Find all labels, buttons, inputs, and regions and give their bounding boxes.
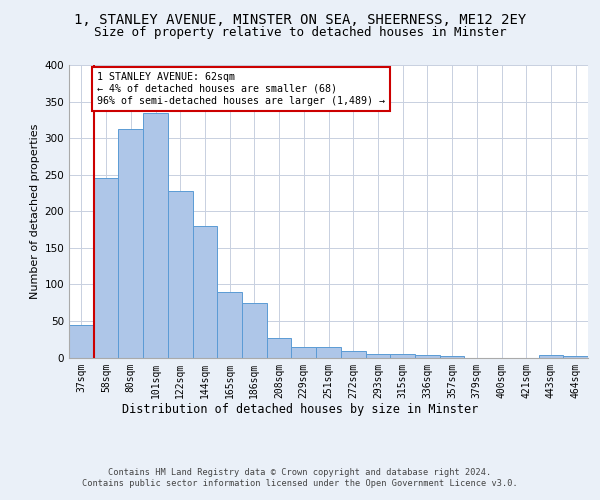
- Y-axis label: Number of detached properties: Number of detached properties: [30, 124, 40, 299]
- Text: 1, STANLEY AVENUE, MINSTER ON SEA, SHEERNESS, ME12 2EY: 1, STANLEY AVENUE, MINSTER ON SEA, SHEER…: [74, 12, 526, 26]
- Bar: [242, 304, 267, 358]
- Bar: [94, 178, 118, 358]
- Text: Contains HM Land Registry data © Crown copyright and database right 2024.
Contai: Contains HM Land Registry data © Crown c…: [82, 468, 518, 487]
- Bar: [365, 354, 390, 358]
- Bar: [69, 326, 94, 358]
- Text: 1 STANLEY AVENUE: 62sqm
← 4% of detached houses are smaller (68)
96% of semi-det: 1 STANLEY AVENUE: 62sqm ← 4% of detached…: [97, 72, 385, 106]
- Bar: [193, 226, 217, 358]
- Bar: [390, 354, 415, 358]
- Bar: [292, 346, 316, 358]
- Text: Distribution of detached houses by size in Minster: Distribution of detached houses by size …: [122, 402, 478, 415]
- Text: Size of property relative to detached houses in Minster: Size of property relative to detached ho…: [94, 26, 506, 39]
- Bar: [440, 356, 464, 358]
- Bar: [415, 356, 440, 358]
- Bar: [539, 356, 563, 358]
- Bar: [316, 346, 341, 358]
- Bar: [143, 112, 168, 358]
- Bar: [168, 191, 193, 358]
- Bar: [563, 356, 588, 358]
- Bar: [267, 338, 292, 357]
- Bar: [217, 292, 242, 358]
- Bar: [118, 128, 143, 358]
- Bar: [341, 351, 365, 358]
